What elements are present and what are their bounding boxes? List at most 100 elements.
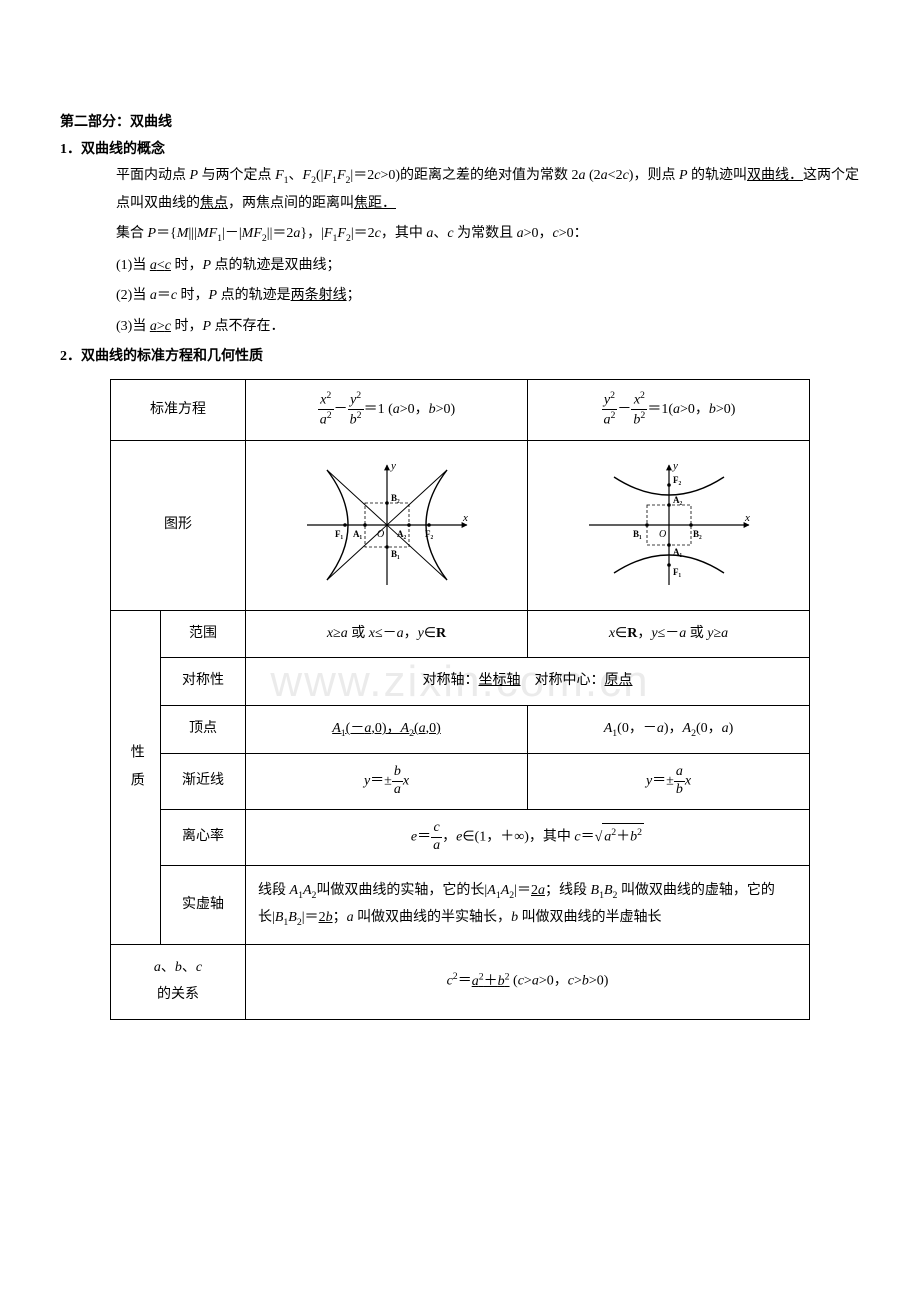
t: ≤－ (375, 626, 397, 641)
t: 集合 (116, 226, 148, 241)
u-focal-dist: 焦距． (354, 196, 396, 211)
t: ，其中 (381, 226, 427, 241)
t: 或 (348, 626, 369, 641)
t: >0)的距离之差的绝对值为常数 2 (380, 168, 578, 183)
var-F2b: F (337, 168, 346, 183)
v: b (674, 782, 685, 799)
t: |－| (222, 226, 242, 241)
t: 、 (161, 960, 175, 975)
t: (0，－ (617, 721, 657, 736)
u: 原点 (605, 673, 633, 688)
s: 2 (326, 390, 331, 401)
t: > (574, 974, 582, 989)
t: )，则点 (629, 168, 679, 183)
v: a (673, 402, 680, 417)
var-a: a (579, 168, 586, 183)
t: |＝2 (350, 168, 374, 183)
t: ∈(1，＋∞)，其中 (462, 830, 574, 845)
t: ， (442, 830, 456, 845)
case1: (1)当 a<c 时，P 点的轨迹是双曲线； (60, 253, 860, 280)
t: ＝ (417, 830, 431, 845)
v: b (350, 413, 357, 428)
v: a (320, 413, 327, 428)
frac-x2b2: x2b2 (631, 390, 647, 430)
vM2: M (197, 226, 209, 241)
t: ， (637, 626, 651, 641)
t: 与两个定点 (198, 168, 275, 183)
t: ＝{ (156, 226, 177, 241)
svg-text:y: y (672, 460, 678, 472)
t: 对称轴： (423, 673, 479, 688)
t: )， (664, 721, 683, 736)
vFf2: F (337, 226, 346, 241)
svg-text:B₂: B₂ (391, 493, 400, 503)
t: |＝ (302, 910, 319, 925)
t: >0) (436, 402, 456, 417)
cell-prop-label: 性质 (111, 610, 161, 945)
v: B (591, 883, 600, 898)
t: }，| (300, 226, 324, 241)
svg-text:B₁: B₁ (633, 529, 642, 539)
t: >0) (589, 974, 609, 989)
u-vertex1: A1(－a,0)，A2(a,0) (332, 721, 441, 736)
t: ∈ (424, 626, 436, 641)
cell-range1: x≥a 或 x≤－a，y∈R (246, 610, 528, 658)
svg-text:F₁: F₁ (673, 567, 681, 577)
cell-vertex2: A1(0，－a)，A2(0，a) (528, 706, 810, 754)
cell-sym: 对称轴：坐标轴 对称中心：原点 (246, 658, 810, 706)
t: >0， (400, 402, 429, 417)
svg-text:F₂: F₂ (673, 475, 681, 485)
v: a (431, 838, 442, 855)
u-a-lt-c: a<c (150, 258, 171, 273)
v: a (472, 974, 479, 989)
hyperbola-y-diagram: x y O F₂ F₁ A₂ A₁ B₁ B₂ (579, 455, 759, 595)
item1-title: 双曲线的概念 (81, 142, 165, 157)
item2-title: 双曲线的标准方程和几何性质 (81, 349, 263, 364)
frac-y2a2: y2a2 (602, 390, 618, 430)
s: 2 (611, 827, 616, 838)
svg-text:A₂: A₂ (397, 529, 406, 539)
t: ，两焦点间的距离叫 (228, 196, 354, 211)
t: ＝1( (647, 402, 673, 417)
cell-rel-label: a、b、c的关系 (111, 945, 246, 1019)
section-title: 第二部分：双曲线 (60, 110, 860, 137)
u-hyperbola: 双曲线． (747, 168, 803, 183)
var-P2: P (679, 168, 688, 183)
u: 坐标轴 (479, 673, 521, 688)
svg-text:A₂: A₂ (673, 495, 682, 505)
t: ≤－ (658, 626, 680, 641)
t: 为常数且 (454, 226, 517, 241)
t: ＝± (370, 774, 392, 789)
v: a (721, 626, 728, 641)
v: a (532, 974, 539, 989)
svg-text:O: O (659, 529, 666, 540)
t: ,0)， (371, 721, 400, 736)
t: 的关系 (157, 987, 199, 1002)
vM3: M (242, 226, 254, 241)
t: (3)当 (116, 319, 150, 334)
v: b (498, 974, 505, 989)
svg-text:F₁: F₁ (335, 529, 343, 539)
cell-vertex-label: 顶点 (161, 706, 246, 754)
frac-ca: ca (431, 820, 442, 855)
t: ≥ (333, 626, 341, 641)
cell-fig2: x y O F₂ F₁ A₂ A₁ B₁ B₂ (528, 440, 810, 610)
v: P (209, 288, 218, 303)
v: A (290, 883, 299, 898)
u-a-gt-c: a>c (150, 319, 171, 334)
cell-ecc: e＝ca，e∈(1，＋∞)，其中 c＝a2＋b2 (246, 810, 810, 866)
svg-text:A₁: A₁ (353, 529, 362, 539)
para-definition: 平面内动点 P 与两个定点 F1、F2(|F1F2|＝2c>0)的距离之差的绝对… (60, 163, 860, 217)
u-rays: 两条射线 (291, 288, 347, 303)
t: >0： (559, 226, 588, 241)
t: 时， (171, 319, 203, 334)
v: a (604, 413, 611, 428)
t: 性质 (122, 744, 149, 800)
t: ) (729, 721, 734, 736)
svg-text:O: O (377, 529, 384, 540)
cell-sym-label: 对称性 (161, 658, 246, 706)
var-F1b: F (323, 168, 332, 183)
s: 2 (637, 827, 642, 838)
item2-heading: 2．双曲线的标准方程和几何性质 (60, 344, 860, 371)
svg-text:B₁: B₁ (391, 549, 400, 559)
